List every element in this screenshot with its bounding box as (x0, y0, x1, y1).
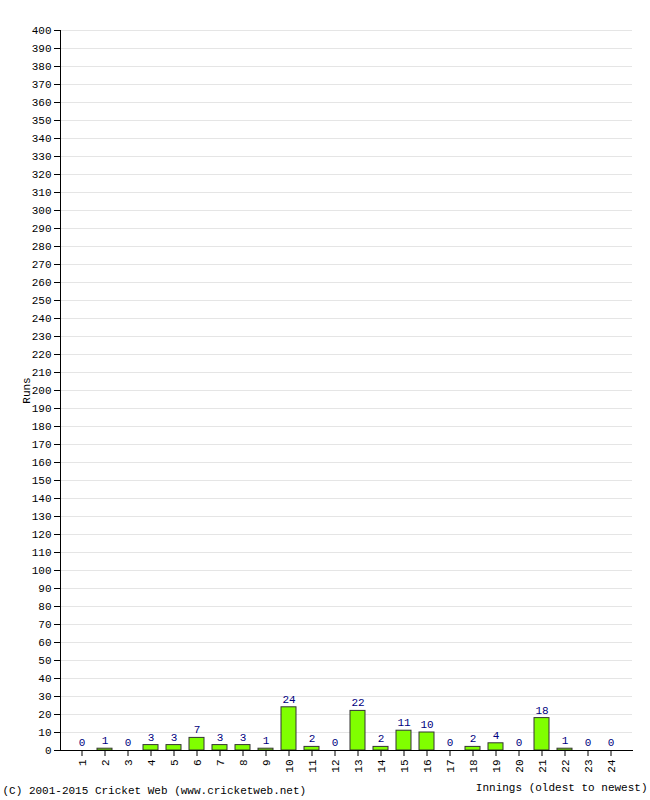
svg-text:3: 3 (148, 732, 155, 744)
svg-text:350: 350 (32, 115, 52, 127)
svg-text:1: 1 (102, 735, 109, 747)
svg-text:0: 0 (79, 737, 86, 749)
svg-text:270: 270 (32, 259, 52, 271)
svg-text:3: 3 (123, 760, 135, 767)
svg-text:150: 150 (32, 475, 52, 487)
svg-text:17: 17 (445, 760, 457, 773)
svg-text:10: 10 (420, 719, 433, 731)
svg-text:6: 6 (192, 760, 204, 767)
svg-text:2: 2 (309, 733, 316, 745)
svg-text:0: 0 (45, 745, 52, 757)
svg-text:390: 390 (32, 43, 52, 55)
svg-text:4: 4 (493, 730, 500, 742)
svg-text:310: 310 (32, 187, 52, 199)
svg-text:9: 9 (261, 760, 273, 767)
svg-text:180: 180 (32, 421, 52, 433)
svg-text:Runs: Runs (21, 377, 33, 403)
svg-text:40: 40 (38, 673, 51, 685)
svg-text:14: 14 (376, 759, 388, 773)
svg-text:230: 230 (32, 331, 52, 343)
svg-text:320: 320 (32, 169, 52, 181)
svg-text:30: 30 (38, 691, 51, 703)
svg-text:380: 380 (32, 61, 52, 73)
svg-text:280: 280 (32, 241, 52, 253)
svg-text:160: 160 (32, 457, 52, 469)
svg-text:130: 130 (32, 511, 52, 523)
svg-text:2: 2 (100, 760, 112, 767)
svg-text:290: 290 (32, 223, 52, 235)
svg-text:300: 300 (32, 205, 52, 217)
svg-text:20: 20 (38, 709, 51, 721)
svg-text:0: 0 (608, 737, 615, 749)
svg-text:10: 10 (284, 760, 296, 773)
svg-text:11: 11 (307, 759, 319, 773)
svg-text:240: 240 (32, 313, 52, 325)
svg-text:12: 12 (330, 760, 342, 773)
svg-text:3: 3 (240, 732, 247, 744)
svg-text:250: 250 (32, 295, 52, 307)
svg-text:120: 120 (32, 529, 52, 541)
svg-text:220: 220 (32, 349, 52, 361)
svg-text:10: 10 (38, 727, 51, 739)
svg-text:0: 0 (447, 737, 454, 749)
svg-text:0: 0 (125, 737, 132, 749)
svg-text:22: 22 (351, 697, 364, 709)
svg-text:2: 2 (470, 733, 477, 745)
svg-text:260: 260 (32, 277, 52, 289)
svg-text:100: 100 (32, 565, 52, 577)
svg-text:24: 24 (606, 759, 618, 773)
svg-text:2: 2 (378, 733, 385, 745)
svg-text:0: 0 (516, 737, 523, 749)
svg-text:5: 5 (169, 760, 181, 767)
svg-text:Innings (oldest to newest): Innings (oldest to newest) (476, 782, 648, 794)
svg-text:370: 370 (32, 79, 52, 91)
svg-text:3: 3 (217, 732, 224, 744)
svg-text:140: 140 (32, 493, 52, 505)
svg-text:19: 19 (491, 760, 503, 773)
svg-text:15: 15 (399, 760, 411, 773)
svg-text:18: 18 (535, 705, 548, 717)
svg-text:23: 23 (583, 760, 595, 773)
svg-text:400: 400 (32, 25, 52, 37)
svg-text:16: 16 (422, 760, 434, 773)
svg-text:21: 21 (537, 759, 549, 773)
svg-text:70: 70 (38, 619, 51, 631)
svg-text:200: 200 (32, 385, 52, 397)
svg-text:50: 50 (38, 655, 51, 667)
svg-text:340: 340 (32, 133, 52, 145)
svg-text:110: 110 (32, 547, 52, 559)
svg-text:13: 13 (353, 760, 365, 773)
svg-text:4: 4 (146, 759, 158, 766)
svg-text:360: 360 (32, 97, 52, 109)
svg-text:190: 190 (32, 403, 52, 415)
svg-text:1: 1 (562, 735, 569, 747)
svg-text:24: 24 (282, 694, 296, 706)
svg-text:210: 210 (32, 367, 52, 379)
svg-text:18: 18 (468, 760, 480, 773)
svg-text:80: 80 (38, 601, 51, 613)
svg-text:1: 1 (77, 759, 89, 766)
svg-text:8: 8 (238, 760, 250, 767)
svg-text:7: 7 (215, 760, 227, 767)
svg-text:0: 0 (332, 737, 339, 749)
svg-text:90: 90 (38, 583, 51, 595)
svg-text:22: 22 (560, 760, 572, 773)
svg-text:20: 20 (514, 760, 526, 773)
svg-text:11: 11 (397, 717, 411, 729)
svg-text:170: 170 (32, 439, 52, 451)
svg-text:(C) 2001-2015 Cricket Web (www: (C) 2001-2015 Cricket Web (www.cricketwe… (3, 785, 307, 797)
svg-text:0: 0 (585, 737, 592, 749)
svg-text:3: 3 (171, 732, 178, 744)
svg-text:7: 7 (194, 724, 201, 736)
svg-text:60: 60 (38, 637, 51, 649)
svg-text:1: 1 (263, 735, 270, 747)
svg-text:330: 330 (32, 151, 52, 163)
